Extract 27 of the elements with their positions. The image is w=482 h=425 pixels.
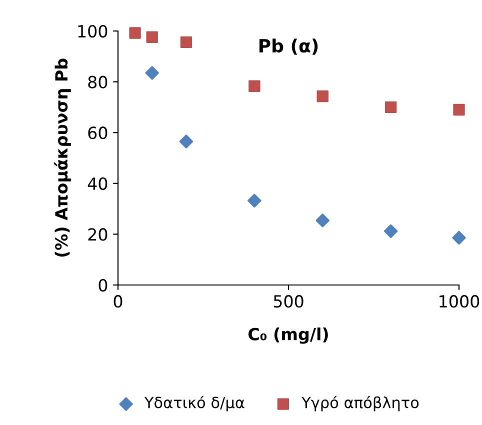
point <box>384 101 397 114</box>
point <box>180 36 192 48</box>
point <box>316 90 328 102</box>
point <box>145 66 160 80</box>
point <box>453 104 465 116</box>
point <box>179 134 194 148</box>
x-tick-label: 0 <box>114 295 122 308</box>
x-tick-label: 500 <box>274 295 304 308</box>
y-tick-label: 20 <box>88 228 108 241</box>
chart-title: Pb (α) <box>259 38 318 55</box>
point <box>248 80 260 92</box>
x-axis-title: C₀ (mg/l) <box>248 328 328 344</box>
y-tick-label: 80 <box>88 76 108 88</box>
point <box>129 27 141 39</box>
legend-label: Υγρό απόβλητο <box>301 396 419 412</box>
x-tick-label: 1000 <box>440 295 480 308</box>
y-tick-label: 40 <box>88 177 108 190</box>
point <box>247 194 262 208</box>
point <box>146 31 158 43</box>
point <box>384 224 398 238</box>
y-axis-title: (%) Απομάκρυνση Pb <box>54 58 71 257</box>
y-tick-label: 60 <box>88 126 108 140</box>
point <box>316 214 330 228</box>
legend-label: Υδατικό δ/μα <box>144 396 244 412</box>
y-tick-label: 0 <box>98 278 108 292</box>
y-tick-label: 100 <box>78 24 108 38</box>
point <box>452 230 466 245</box>
